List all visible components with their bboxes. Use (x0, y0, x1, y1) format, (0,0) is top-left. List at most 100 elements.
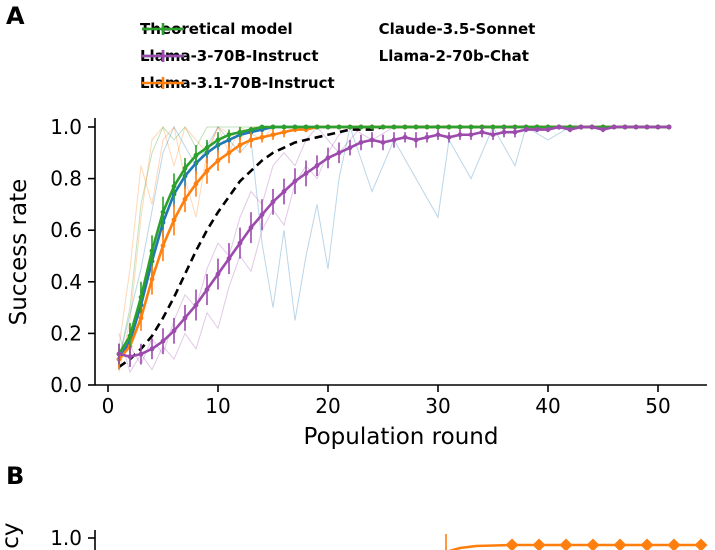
legend-label: Llama-3-70B-Instruct (140, 46, 319, 65)
data-point (204, 145, 210, 151)
panel-a-label: A (6, 2, 25, 30)
data-point (160, 338, 166, 344)
legend-item-llama-2-70b-chat: Llama-2-70b-Chat (142, 43, 536, 68)
data-point (138, 351, 144, 357)
data-point (138, 294, 144, 300)
data-point (380, 140, 386, 145)
data-point (325, 124, 331, 130)
data-point (149, 276, 155, 282)
y-tick-label: 1.0 (50, 526, 82, 550)
data-point (457, 124, 463, 130)
data-point (237, 129, 243, 135)
data-point (237, 142, 243, 148)
data-point (281, 124, 287, 130)
data-point (314, 124, 320, 130)
data-point (523, 127, 529, 132)
data-point (248, 127, 254, 132)
data-point (160, 243, 166, 249)
data-point (281, 189, 287, 194)
diamond-marker (640, 538, 654, 550)
data-point (270, 132, 276, 138)
data-point (215, 137, 221, 143)
data-point (413, 124, 419, 130)
series-line (117, 125, 669, 355)
data-point (589, 124, 595, 130)
data-point (512, 129, 518, 135)
data-point (248, 137, 254, 143)
data-point (556, 124, 562, 130)
data-point (435, 124, 441, 130)
individual-run-line (118, 125, 669, 373)
data-point (226, 150, 232, 156)
data-point (435, 132, 441, 138)
data-point (358, 124, 364, 130)
data-point (545, 127, 551, 132)
data-point (413, 137, 419, 143)
diamond-marker (586, 538, 600, 550)
data-point (347, 124, 353, 130)
data-point (446, 124, 452, 130)
data-point (270, 124, 276, 130)
data-point (358, 140, 364, 145)
legend-label: Claude-3.5-Sonnet (378, 19, 536, 38)
x-tick-label: 50 (645, 394, 670, 418)
data-point (567, 127, 573, 132)
data-point (347, 145, 353, 151)
data-point (171, 183, 177, 189)
legend-label: Llama-3.1-70B-Instruct (140, 73, 335, 92)
data-point (424, 134, 430, 140)
data-point (303, 124, 309, 130)
data-point (116, 351, 122, 357)
data-point (226, 132, 232, 138)
x-tick-label: 10 (205, 394, 230, 418)
errorbar-line-icon (142, 22, 184, 35)
data-point (171, 217, 177, 223)
data-point (204, 287, 210, 292)
data-point (215, 158, 221, 163)
diamond-marker (505, 538, 519, 550)
data-point (270, 199, 276, 205)
data-point (149, 248, 155, 254)
x-tick-label: 30 (425, 394, 450, 418)
data-point (193, 302, 199, 308)
data-point (468, 124, 474, 130)
data-point (127, 333, 133, 339)
data-point (655, 124, 661, 130)
data-point (468, 132, 474, 138)
data-point (215, 271, 221, 277)
diamond-marker (694, 538, 708, 550)
data-point (501, 129, 507, 135)
data-point (182, 315, 188, 321)
panel-b-label: B (6, 462, 25, 490)
data-point (303, 171, 309, 176)
data-point (633, 124, 639, 130)
y-tick-label: 0.4 (50, 270, 82, 294)
data-point (600, 127, 606, 132)
panel-b-chart: Accuracy 1.0 (0, 522, 708, 550)
y-tick-label: 1.0 (50, 115, 82, 139)
y-tick-label: 0.2 (50, 321, 82, 345)
data-point (138, 315, 144, 321)
data-point (149, 346, 155, 352)
data-point (248, 225, 254, 231)
data-point (259, 212, 265, 218)
data-point (622, 124, 628, 130)
data-point (644, 124, 650, 130)
y-tick-label: 0.0 (50, 373, 82, 397)
x-tick-label: 20 (315, 394, 340, 418)
data-point (490, 132, 496, 138)
data-point (424, 124, 430, 130)
data-point (259, 134, 265, 140)
data-point (336, 150, 342, 156)
data-point (281, 129, 287, 135)
x-tick-label: 0 (102, 394, 115, 418)
data-point (193, 152, 199, 158)
data-point (380, 124, 386, 130)
data-point (237, 240, 243, 246)
y-tick-label: 0.6 (50, 218, 82, 242)
data-point (490, 124, 496, 130)
y-axis-title: Accuracy (0, 522, 24, 550)
data-point (193, 181, 199, 187)
data-point (292, 178, 298, 184)
